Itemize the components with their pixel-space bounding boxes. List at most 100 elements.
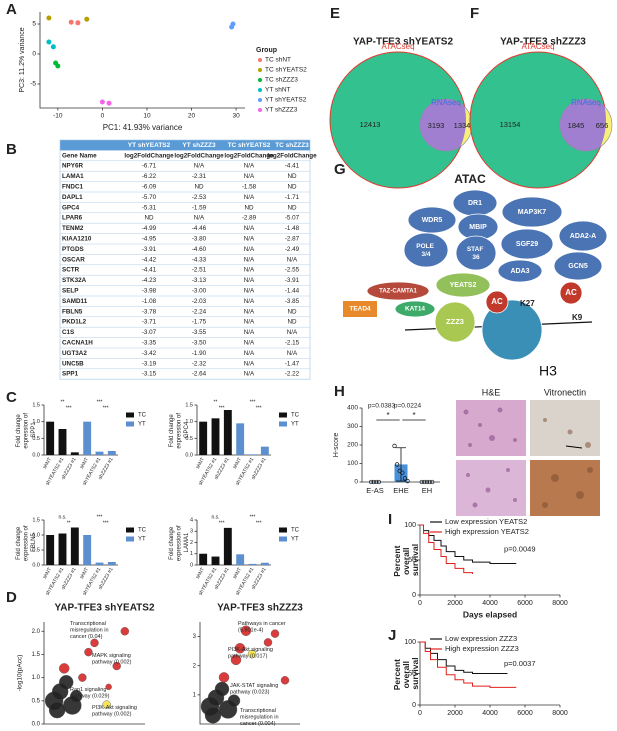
pathway-label: PI3K-Akt signaling pathway (0.017): [228, 647, 274, 660]
table-cell: -1.90: [192, 350, 207, 357]
y-axis-label: Fold change expression of FBLN5: [16, 524, 37, 561]
table-cell: N/A: [244, 246, 255, 253]
subunit-label: POLE 3/4: [416, 243, 436, 258]
legend-swatch: [258, 68, 262, 72]
set-label: ATACseq: [381, 42, 414, 51]
significance: ***: [256, 405, 262, 411]
table-cell: -3.00: [192, 287, 207, 294]
point: [230, 21, 236, 27]
x-tick-label-group: shNT: [42, 457, 53, 470]
y-tick-label: 4: [190, 517, 193, 523]
bar: [107, 451, 116, 455]
legend-label: YT shZZZ3: [265, 107, 298, 114]
table-cell: -4.41: [142, 267, 157, 274]
y-tick-label: 400: [347, 405, 358, 412]
table-cell: UNC5B: [62, 360, 84, 367]
image-title: Vitronectin: [544, 387, 586, 397]
x-tick-label: 30: [232, 113, 240, 120]
table-cell: -3.15: [142, 371, 157, 378]
y-axis-label-group: Fold change expression of FBLN5: [16, 524, 37, 561]
table-cell: LAMA1: [62, 173, 84, 180]
vitronectin-stain: [542, 418, 593, 508]
legend-label: High expression ZZZ3: [445, 644, 519, 653]
bubble: [227, 694, 241, 707]
x-tick-label: 2000: [447, 600, 463, 607]
table-cell: -3.91: [142, 246, 157, 253]
panel-label: H: [334, 383, 345, 400]
venn-count: 1845: [568, 121, 585, 130]
table-cell: -1.71: [285, 194, 300, 201]
x-tick-label-group: shNT: [232, 457, 243, 470]
complex-subunit: [559, 281, 583, 305]
legend-swatch: [126, 527, 134, 533]
y-axis-label-group: Percent overall survival: [392, 657, 420, 691]
bar: [211, 556, 220, 565]
table-cell: ND: [287, 319, 297, 326]
complex-subunit: [553, 251, 603, 281]
subunit-label: H3: [539, 363, 557, 379]
point: [46, 15, 52, 21]
bar: [83, 535, 92, 565]
table-cell: N/A: [287, 350, 298, 357]
bar: [70, 527, 79, 565]
y-tick-label: 100: [404, 639, 416, 646]
table-cell: -2.24: [192, 308, 207, 315]
point: [68, 19, 74, 25]
significance: ***: [97, 514, 103, 520]
bar: [248, 454, 257, 455]
y-axis-label-group: Percent overall survival: [392, 543, 420, 577]
x-tick-label: 0: [418, 600, 422, 607]
table-cell: -4.42: [142, 256, 157, 263]
venn-count: 12413: [360, 120, 381, 129]
table-cell: UGT3A2: [62, 350, 87, 357]
table-cell: -2.53: [192, 194, 207, 201]
table-cell: -6.71: [142, 163, 157, 170]
significance: n.s.: [211, 514, 219, 520]
bar: [58, 533, 67, 565]
table-cell: -5.31: [142, 204, 157, 211]
data-point: [368, 479, 374, 485]
legend-label: TC shZZZ3: [265, 77, 298, 84]
bubble: [218, 672, 230, 683]
table-cell: -6.09: [142, 183, 157, 190]
significance: ***: [219, 405, 225, 411]
table-cell: -2.51: [192, 267, 207, 274]
x-tick-label: shNT: [195, 567, 206, 580]
subunit-label: KAT14: [405, 306, 425, 313]
pathway-label: Transcriptional misregulation in cancer …: [240, 708, 280, 727]
legend-swatch: [279, 412, 287, 418]
table-cell: N/A: [244, 308, 255, 315]
bubble: [204, 707, 222, 724]
point: [46, 39, 52, 45]
table-cell: -1.59: [192, 204, 207, 211]
bar: [260, 562, 269, 565]
survival-curve: [420, 524, 473, 574]
bubble: [90, 638, 99, 648]
table-cell: CACNA1H: [62, 339, 93, 346]
bubble: [263, 638, 273, 647]
table-cell: -4.60: [192, 246, 207, 253]
significance: ***: [97, 399, 103, 405]
bubble: [84, 647, 93, 657]
complex-subunit: [485, 290, 509, 314]
y-tick-label: 0: [354, 479, 358, 486]
he-nuclei: [463, 407, 517, 508]
y-tick-label: 1.0: [32, 675, 41, 681]
table-cell: N/A: [244, 298, 255, 305]
complex-subunit: [434, 301, 476, 343]
table-cell: ND: [287, 173, 297, 180]
significance: *: [386, 411, 389, 420]
y-tick-label: 0.0: [185, 452, 193, 458]
modification-label: K27: [520, 299, 535, 308]
x-tick-label: 6000: [517, 710, 533, 717]
point: [75, 20, 81, 26]
bar: [95, 562, 104, 565]
y-tick-label: 1: [190, 551, 193, 557]
bar: [248, 563, 257, 565]
panel-label: C: [6, 389, 17, 406]
table-cell: N/A: [244, 287, 255, 294]
table-cell: -2.55: [285, 267, 300, 274]
modification-label: K9: [572, 313, 583, 322]
legend-swatch: [258, 108, 262, 112]
legend-label: Low expression YEATS2: [445, 517, 527, 526]
